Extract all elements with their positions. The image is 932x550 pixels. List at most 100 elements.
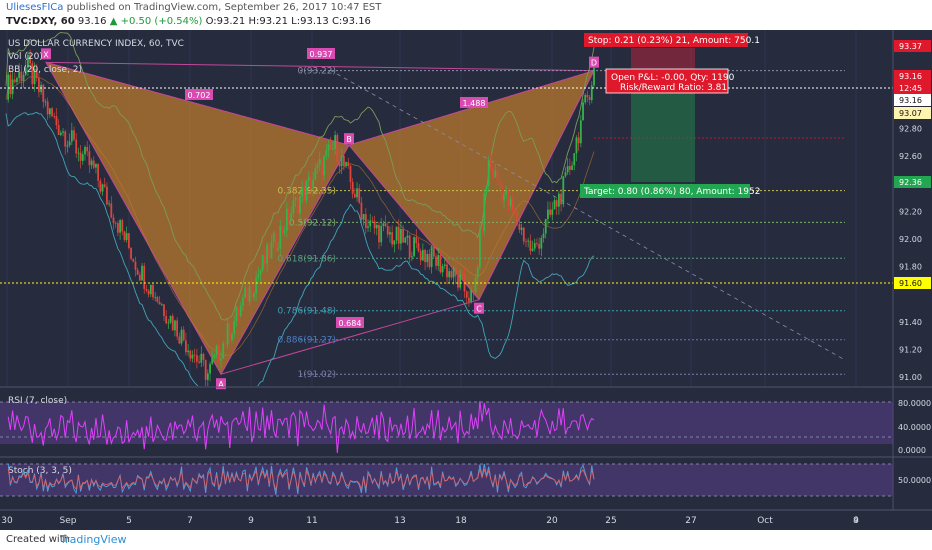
pattern-point-bg (344, 133, 354, 145)
price-tag-label: 93.37 (899, 42, 922, 51)
candle-body (281, 226, 284, 233)
candle-body (318, 159, 321, 165)
candle-body (494, 170, 497, 178)
bb-basis (5, 76, 595, 356)
candle-body (46, 101, 49, 115)
candle-body (514, 210, 516, 212)
tradingview-logo[interactable]: TradingView (60, 533, 127, 546)
candle-body (130, 247, 132, 259)
candle-body (325, 150, 328, 157)
candle-body (22, 74, 25, 82)
candle-body (255, 277, 258, 294)
candle-body (224, 343, 227, 345)
pattern-point-bg (41, 48, 51, 60)
price-tag-label: 93.16 (899, 72, 922, 81)
candle-body (237, 306, 240, 316)
candle-body (110, 203, 113, 218)
chart-area[interactable]: 0(93.22)0.382(92.35)0.5(92.12)0.618(91.8… (0, 30, 932, 530)
candle-body (81, 154, 84, 161)
candle-body (268, 244, 271, 259)
candle-body (505, 190, 508, 195)
candle-body (68, 141, 71, 146)
candle-body (351, 181, 354, 194)
candle-body (518, 223, 521, 230)
candle-body (77, 152, 80, 154)
candle-body (209, 363, 211, 374)
candle-body (472, 289, 475, 293)
candle-body (468, 297, 470, 302)
price-tick: 91.00 (899, 373, 922, 382)
stoch-d-line (7, 468, 595, 491)
candle-body (88, 151, 91, 166)
candle-body (185, 340, 187, 353)
candle-body (321, 159, 323, 176)
indicator-vol: Vol (20) (8, 52, 43, 62)
candle-body (542, 233, 545, 239)
candle-body (279, 226, 282, 249)
candle-body (571, 165, 573, 170)
candle-body (180, 329, 183, 344)
candle-body (86, 146, 89, 152)
symbol-line: TVC:DXY, 60 93.16 ▲ +0.50 (+0.54%) O:93.… (6, 16, 371, 27)
candle-body (160, 304, 163, 306)
candle-body (182, 329, 185, 341)
candle-body (428, 253, 431, 267)
candle-body (408, 235, 411, 258)
price-chart[interactable]: 0(93.22)0.382(92.35)0.5(92.12)0.618(91.8… (0, 30, 932, 530)
candle-body (301, 186, 304, 197)
rsi-tick-40: 40.0000 (898, 423, 931, 432)
candle-body (549, 209, 552, 215)
candle-body (195, 355, 198, 362)
candle-body (272, 232, 275, 243)
candle-body (356, 188, 358, 198)
candle-body (191, 354, 194, 359)
candle-body (35, 68, 38, 78)
candle-body (38, 77, 40, 93)
price-tag-bg (894, 277, 931, 289)
candle-body (334, 135, 337, 149)
fib-label: 0.886(91.27) (277, 336, 336, 346)
candle-body (206, 373, 209, 380)
chart-title: US DOLLAR CURRENCY INDEX, 60, TVC (8, 39, 184, 49)
candle-body (127, 233, 130, 248)
price-tag-label: 91.60 (899, 279, 922, 288)
candle-body (152, 284, 154, 298)
candle-body (70, 130, 73, 142)
candle-body (382, 223, 385, 226)
candle-body (29, 54, 32, 64)
candle-body (586, 95, 589, 98)
candle-body (590, 85, 593, 101)
candle-body (97, 164, 100, 181)
candle-body (200, 353, 203, 363)
candle-body (474, 277, 477, 293)
pattern-point-label: B (346, 135, 352, 144)
candle-body (204, 359, 207, 380)
ratio-label: 0.937 (310, 50, 333, 59)
price-tick: 92.60 (899, 152, 922, 161)
price-tick: 91.80 (899, 263, 922, 272)
candle-body (53, 116, 56, 117)
candle-body (217, 345, 220, 361)
time-axis[interactable]: 30 Sep 5 7 9 11 13 18 20 25 27 Oct 49 (1, 516, 859, 526)
candle-body (441, 265, 444, 273)
candle-body (575, 137, 578, 154)
pattern-point-bg (589, 56, 599, 68)
open-pnl-label: Open P&L: -0.00, Qty: 1190 (611, 73, 735, 83)
candle-body (103, 184, 106, 187)
candle-body (525, 241, 527, 243)
candle-body (389, 232, 391, 235)
candle-body (410, 256, 413, 258)
candle-body (62, 131, 64, 133)
candle-body (579, 120, 582, 144)
candle-body (149, 284, 152, 295)
position-tool[interactable]: Stop: 0.21 (0.23%) 21, Amount: 750.1 Open… (580, 33, 760, 198)
candle-body (261, 254, 264, 271)
candle-body (511, 199, 514, 211)
author-link[interactable]: UliesesFICa (6, 2, 64, 13)
candle-body (479, 228, 481, 268)
candle-body (31, 63, 34, 85)
candle-body (244, 287, 247, 298)
candles (7, 49, 595, 386)
candle-body (533, 243, 536, 249)
publish-line: UliesesFICa published on TradingView.com… (6, 2, 381, 13)
